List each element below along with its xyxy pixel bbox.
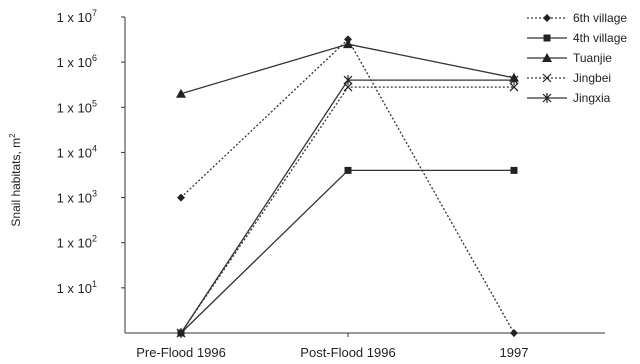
legend-item: Tuanjie	[527, 51, 612, 65]
legend-label: 4th village	[573, 31, 627, 45]
legend-marker	[542, 73, 552, 83]
legend-item: 6th village	[527, 11, 627, 25]
y-tick-label: 1 x 106	[57, 53, 97, 70]
series-line	[180, 79, 514, 334]
legend-item: Jingbei	[527, 71, 611, 85]
data-point	[344, 166, 352, 174]
y-tick-label: 1 x 102	[57, 234, 97, 251]
data-point	[177, 193, 185, 202]
data-point	[343, 75, 353, 86]
y-tick-label: 1 x 101	[57, 279, 97, 296]
legend: 6th village 4th village Tuanjie Jingbei Jing…	[527, 11, 627, 105]
legend-label: Jingbei	[573, 71, 611, 85]
series-tuanjie	[176, 39, 519, 98]
axes: 1 x 101 1 x 102 1 x 103 1 x 104 1 x 105 1 x 1…	[57, 8, 605, 360]
data-point	[176, 328, 186, 338]
series-jingxia	[176, 75, 519, 338]
series-line	[180, 38, 515, 334]
data-point	[510, 329, 518, 337]
legend-item: Jingxia	[527, 91, 611, 105]
y-tick-label: 1 x 103	[57, 189, 97, 206]
legend-label: 6th village	[573, 11, 627, 25]
legend-marker	[542, 53, 552, 62]
legend-marker	[543, 14, 551, 22]
series-layer	[176, 35, 519, 338]
data-point	[343, 39, 353, 49]
x-tick-label: Post-Flood 1996	[300, 345, 395, 360]
y-axis-title: Snail habitats, m2	[8, 133, 23, 227]
series-4th-village	[177, 166, 518, 337]
legend-label: Jingxia	[573, 91, 611, 105]
x-tick-label: 1997	[500, 345, 529, 360]
legend-marker	[542, 93, 552, 103]
data-point	[176, 88, 186, 98]
data-point	[510, 166, 518, 174]
legend-marker	[543, 34, 551, 42]
legend-label: Tuanjie	[573, 51, 612, 65]
y-tick-label: 1 x 105	[57, 98, 97, 115]
data-point	[509, 82, 519, 92]
data-point	[509, 75, 519, 86]
series-line	[180, 86, 514, 334]
series-6th-village	[177, 35, 518, 337]
legend-item: 4th village	[527, 31, 627, 45]
y-tick-label: 1 x 104	[57, 143, 97, 160]
series-line	[180, 169, 514, 334]
x-tick-label: Pre-Flood 1996	[136, 345, 226, 360]
series-jingbei	[176, 82, 519, 338]
y-tick-label: 1 x 107	[57, 8, 97, 25]
